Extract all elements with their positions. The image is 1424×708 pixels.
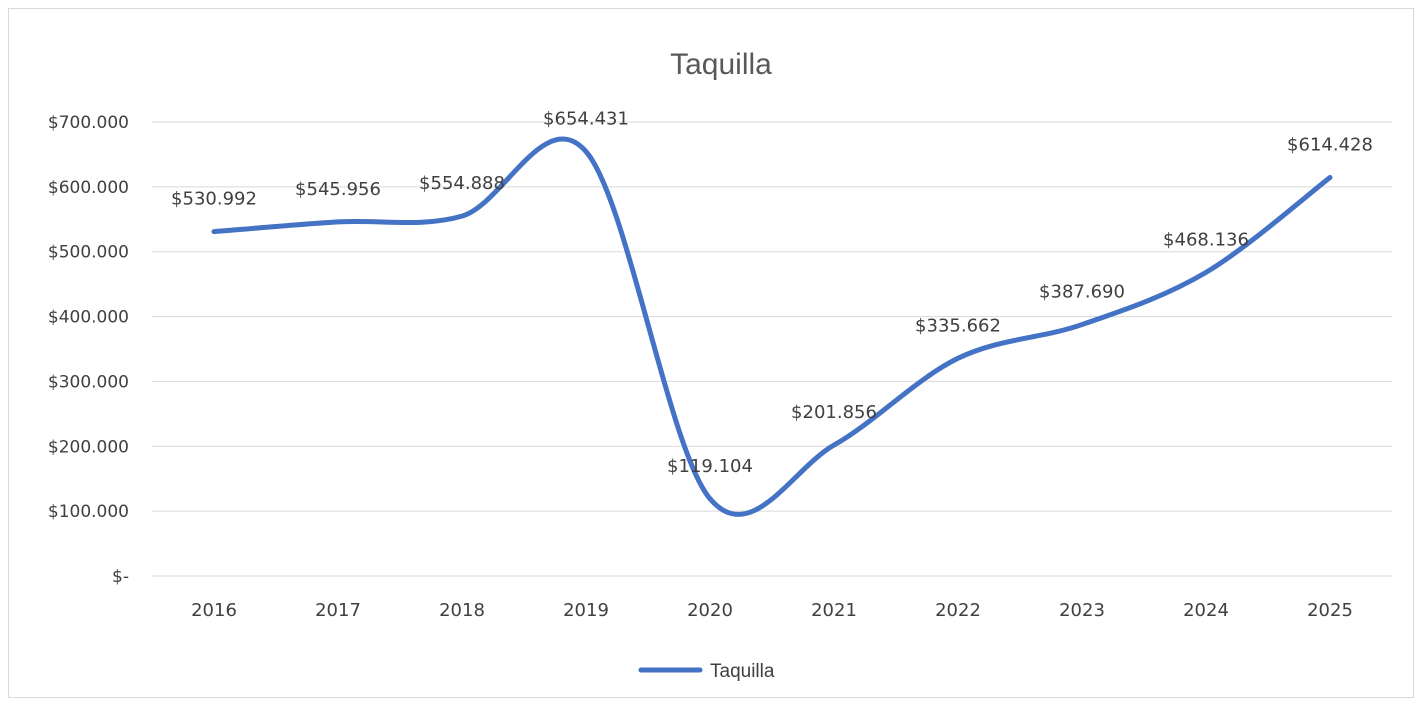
data-label: $335.662 bbox=[915, 315, 1001, 336]
data-point bbox=[955, 355, 961, 361]
series-layer bbox=[211, 136, 1333, 517]
data-label: $554.888 bbox=[419, 173, 505, 194]
data-label: $387.690 bbox=[1039, 282, 1125, 303]
legend: Taquilla bbox=[638, 661, 775, 682]
data-point bbox=[459, 213, 465, 219]
data-labels: $530.992 $545.956 $554.888 $654.431 $119.104… bbox=[171, 109, 1373, 477]
data-point bbox=[335, 219, 341, 225]
gridlines bbox=[152, 121, 1392, 577]
x-tick-label: 2024 bbox=[1183, 600, 1229, 621]
legend-label: Taquilla bbox=[710, 661, 775, 682]
x-tick-label: 2020 bbox=[687, 600, 733, 621]
data-label: $468.136 bbox=[1163, 229, 1249, 250]
data-point bbox=[211, 229, 217, 235]
series-line-taquilla bbox=[211, 136, 1333, 517]
y-axis-ticks: $- $100.000 $200.000 $300.000 $400.000 $500.0… bbox=[48, 113, 129, 587]
data-point bbox=[1079, 322, 1085, 328]
x-tick-label: 2019 bbox=[563, 600, 609, 621]
y-tick-label: $100.000 bbox=[48, 502, 129, 522]
data-point bbox=[1327, 174, 1333, 180]
chart-frame bbox=[8, 8, 1414, 698]
data-label: $119.104 bbox=[667, 456, 753, 477]
data-point bbox=[707, 496, 713, 502]
data-label: $530.992 bbox=[171, 189, 257, 210]
data-label: $614.428 bbox=[1287, 134, 1373, 155]
x-tick-label: 2018 bbox=[439, 600, 485, 621]
data-label: $201.856 bbox=[791, 402, 877, 423]
y-tick-label: $- bbox=[112, 567, 129, 587]
x-tick-label: 2022 bbox=[935, 600, 981, 621]
y-tick-label: $200.000 bbox=[48, 437, 129, 457]
data-point bbox=[583, 149, 589, 155]
x-tick-label: 2023 bbox=[1059, 600, 1105, 621]
x-axis-ticks: 2016 2017 2018 2019 2020 2021 2022 2023 2024 2025 bbox=[191, 600, 1353, 621]
x-tick-label: 2017 bbox=[315, 600, 361, 621]
y-tick-label: $300.000 bbox=[48, 372, 129, 392]
data-label: $654.431 bbox=[543, 109, 629, 130]
y-tick-label: $500.000 bbox=[48, 243, 129, 263]
x-tick-label: 2021 bbox=[811, 600, 857, 621]
x-tick-label: 2016 bbox=[191, 600, 237, 621]
y-tick-label: $600.000 bbox=[48, 178, 129, 198]
chart-title: Taquilla bbox=[670, 48, 772, 81]
data-label: $545.956 bbox=[295, 179, 381, 200]
y-tick-label: $700.000 bbox=[48, 113, 129, 133]
x-tick-label: 2025 bbox=[1307, 600, 1353, 621]
data-point bbox=[831, 442, 837, 448]
data-point bbox=[1203, 269, 1209, 275]
y-tick-label: $400.000 bbox=[48, 308, 129, 328]
